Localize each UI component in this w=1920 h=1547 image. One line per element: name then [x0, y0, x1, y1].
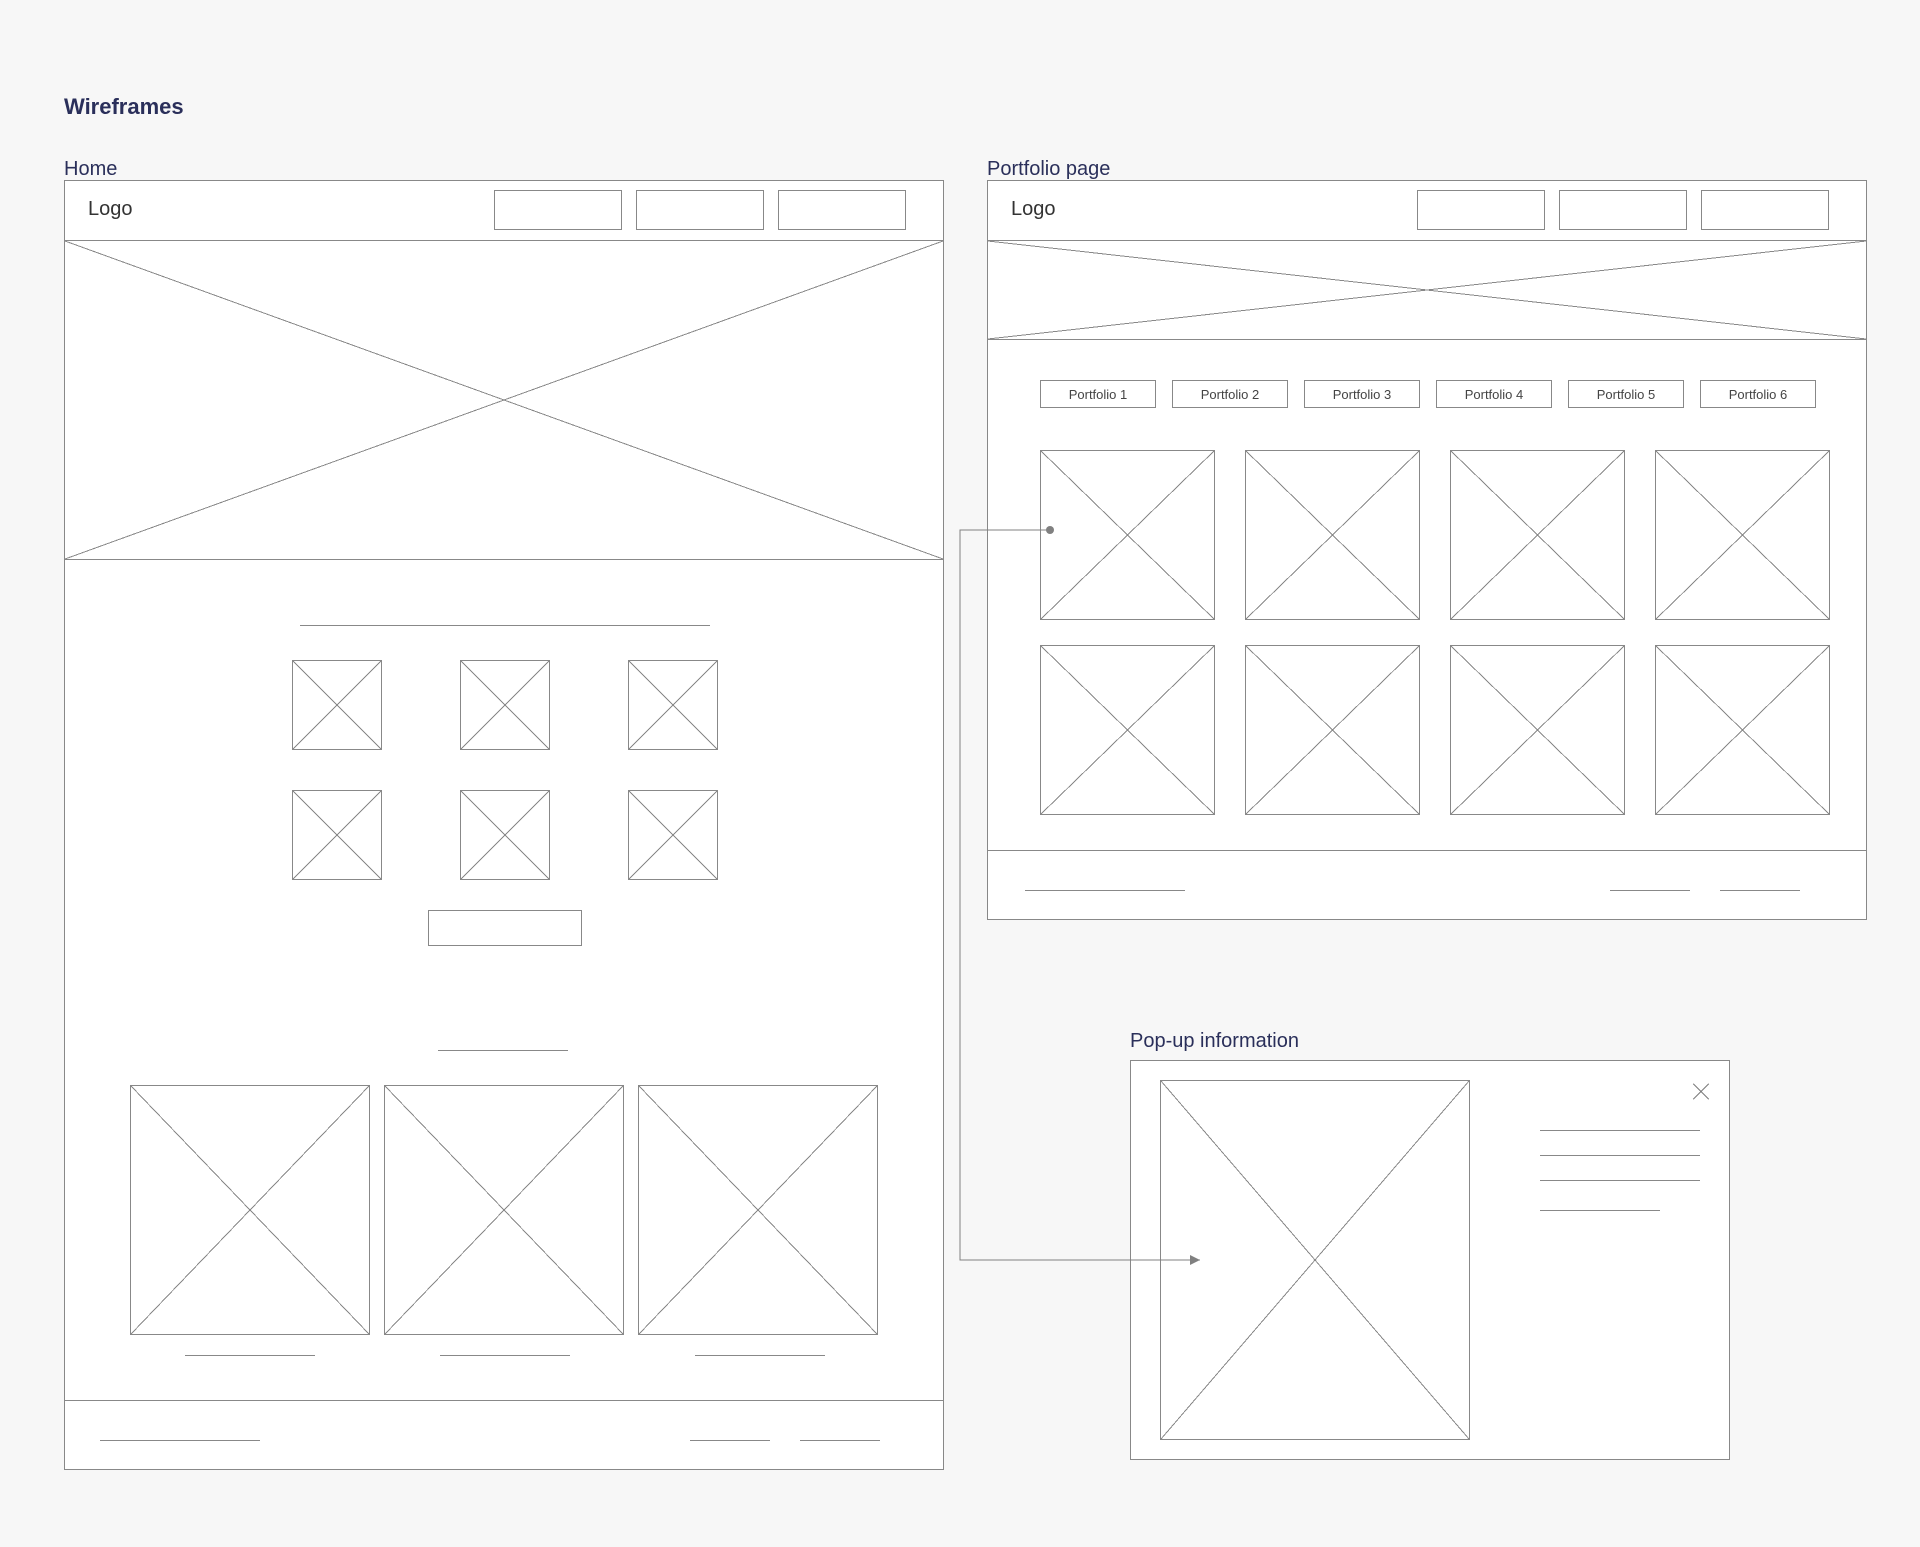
- home-thumb[interactable]: [460, 790, 550, 880]
- popup-text-line: [1540, 1155, 1700, 1156]
- home-nav-button[interactable]: [778, 190, 906, 230]
- portfolio-tab-1[interactable]: Portfolio 1: [1040, 380, 1156, 408]
- portfolio-title: Portfolio page: [987, 158, 1110, 181]
- portfolio-card[interactable]: [1450, 450, 1625, 620]
- popup-text-line: [1540, 1210, 1660, 1211]
- home-logo: Logo: [88, 198, 133, 221]
- home-thumb[interactable]: [628, 790, 718, 880]
- portfolio-nav-button[interactable]: [1417, 190, 1545, 230]
- portfolio-card[interactable]: [1245, 645, 1420, 815]
- home-card-caption: [440, 1355, 570, 1356]
- portfolio-card[interactable]: [1450, 645, 1625, 815]
- portfolio-tab-5[interactable]: Portfolio 5: [1568, 380, 1684, 408]
- home-card[interactable]: [638, 1085, 878, 1335]
- home-thumb[interactable]: [628, 660, 718, 750]
- portfolio-footer-link[interactable]: [1610, 890, 1690, 891]
- portfolio-footer: [987, 850, 1867, 920]
- portfolio-tab-4[interactable]: Portfolio 4: [1436, 380, 1552, 408]
- popup-text-line: [1540, 1180, 1700, 1181]
- portfolio-hero-image: [987, 240, 1867, 340]
- home-card-caption: [185, 1355, 315, 1356]
- page-title: Wireframes: [64, 94, 184, 120]
- home-section2-heading: [438, 1050, 568, 1051]
- popup-text-line: [1540, 1130, 1700, 1131]
- home-section1-heading: [300, 625, 710, 626]
- portfolio-logo: Logo: [1011, 198, 1056, 221]
- portfolio-tab-2[interactable]: Portfolio 2: [1172, 380, 1288, 408]
- home-card-caption: [695, 1355, 825, 1356]
- portfolio-card[interactable]: [1655, 450, 1830, 620]
- portfolio-footer-text: [1025, 890, 1185, 891]
- home-footer-text: [100, 1440, 260, 1441]
- popup-title: Pop-up information: [1130, 1030, 1299, 1053]
- home-nav-button[interactable]: [494, 190, 622, 230]
- home-footer-link[interactable]: [800, 1440, 880, 1441]
- popup-image: [1160, 1080, 1470, 1440]
- wireframes-canvas: Wireframes Home Portfolio page Pop-up in…: [0, 0, 1920, 1547]
- portfolio-footer-link[interactable]: [1720, 890, 1800, 891]
- home-cta-button[interactable]: [428, 910, 582, 946]
- home-card[interactable]: [130, 1085, 370, 1335]
- portfolio-card[interactable]: [1040, 645, 1215, 815]
- home-hero-image: [64, 240, 944, 560]
- home-footer-link[interactable]: [690, 1440, 770, 1441]
- home-nav-button[interactable]: [636, 190, 764, 230]
- home-footer: [64, 1400, 944, 1470]
- portfolio-nav-button[interactable]: [1559, 190, 1687, 230]
- portfolio-card[interactable]: [1040, 450, 1215, 620]
- home-thumb[interactable]: [292, 660, 382, 750]
- portfolio-nav-button[interactable]: [1701, 190, 1829, 230]
- home-thumb[interactable]: [292, 790, 382, 880]
- home-card[interactable]: [384, 1085, 624, 1335]
- portfolio-card[interactable]: [1245, 450, 1420, 620]
- portfolio-tab-6[interactable]: Portfolio 6: [1700, 380, 1816, 408]
- home-title: Home: [64, 158, 117, 181]
- portfolio-card[interactable]: [1655, 645, 1830, 815]
- home-thumb[interactable]: [460, 660, 550, 750]
- portfolio-tab-3[interactable]: Portfolio 3: [1304, 380, 1420, 408]
- close-icon[interactable]: [1690, 1080, 1712, 1102]
